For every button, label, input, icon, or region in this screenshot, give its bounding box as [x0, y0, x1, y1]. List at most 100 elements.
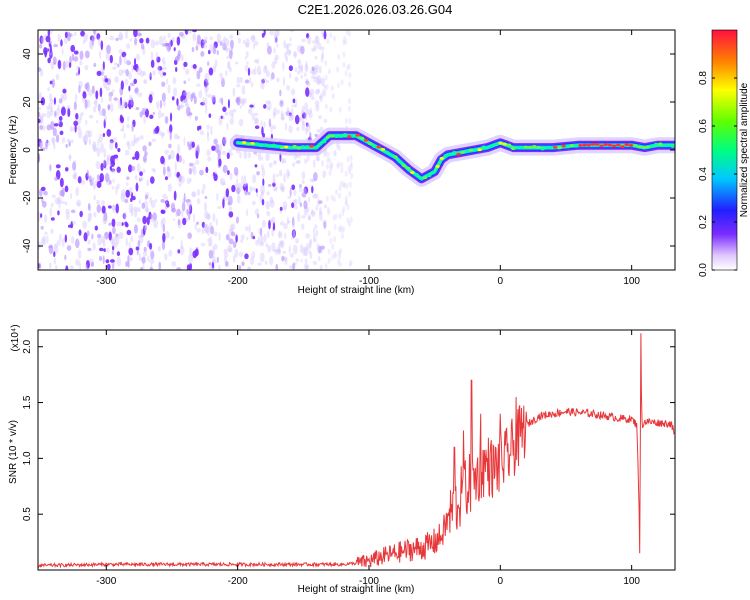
spectrogram-noise-dot — [244, 226, 249, 232]
spectrogram-noise-dot — [218, 158, 222, 167]
spectrogram-noise-dot — [176, 153, 180, 162]
signal-track-blob — [330, 134, 335, 138]
spectrogram-noise-dot — [289, 252, 295, 258]
spectrogram-noise-dot — [273, 34, 278, 44]
spectrogram-noise-dot — [269, 199, 275, 208]
spectrogram-noise-dot — [164, 149, 170, 155]
spectrogram-noise-dot — [311, 96, 315, 101]
spectrogram-noise-dot — [175, 67, 178, 72]
spectrogram-noise-dot — [277, 243, 280, 253]
spectrogram-noise-dot — [202, 44, 207, 49]
spectrogram-noise-dot — [58, 119, 61, 125]
spectrogram-noise-dot — [60, 39, 63, 47]
spectrogram-noise-dot — [207, 94, 213, 98]
spectrogram-noise-dot — [224, 70, 228, 77]
spectrogram-noise-dot — [265, 201, 271, 210]
spectrogram-noise-dot — [41, 112, 47, 118]
signal-track-blob — [569, 143, 575, 147]
spectrogram-noise-dot — [225, 38, 230, 47]
spectrogram-noise-dot — [95, 161, 101, 169]
spectrogram-noise-dot — [318, 211, 323, 221]
spectrogram-noise-dot — [220, 177, 223, 185]
spectrogram-noise-dot — [108, 179, 112, 185]
spectrogram-noise-dot — [79, 262, 82, 270]
spectrogram-noise-dot — [128, 71, 132, 80]
spectrogram-noise-dot — [241, 261, 245, 267]
spectrogram-noise-dot — [232, 87, 236, 97]
spectrogram-noise-dot — [64, 167, 69, 172]
spectrogram-noise-dot — [115, 233, 119, 237]
spectrogram-noise-dot — [282, 201, 288, 210]
spectrogram-noise-dot — [99, 50, 102, 60]
spectrogram-noise-dot — [250, 231, 254, 239]
signal-track-blob — [393, 155, 398, 159]
spectrogram-noise-dot — [266, 191, 270, 196]
spectrogram-noise-dot — [119, 96, 123, 106]
spectrogram-noise-dot — [300, 259, 303, 263]
colorbar-tick-label: 0.0 — [698, 263, 709, 277]
spectrogram-noise-dot — [119, 104, 124, 110]
spectrogram-noise-dot — [320, 53, 324, 63]
signal-track-blob — [389, 153, 394, 157]
spectrogram-noise-dot — [126, 60, 132, 66]
spectrogram-noise-dot — [286, 216, 289, 225]
spectrogram-noise-dot — [304, 72, 307, 78]
spectrogram-noise-dot — [84, 64, 89, 71]
spectrogram-noise-dot — [182, 66, 186, 70]
spectrogram-noise-dot — [329, 106, 333, 113]
spectrogram-noise-dot — [51, 194, 56, 198]
spectrogram-noise-dot — [207, 61, 210, 67]
spectrogram-noise-dot — [228, 49, 233, 60]
signal-track-blob — [326, 135, 331, 139]
signal-track-blob — [540, 147, 545, 151]
spectrogram-noise-dot — [135, 182, 139, 192]
spectrogram-noise-dot — [305, 80, 310, 85]
spectrogram-noise-dot — [227, 244, 232, 253]
spectrogram-noise-dot — [196, 34, 201, 45]
spectrogram-noise-dot — [206, 149, 211, 157]
spectrogram-noise-dot — [154, 127, 159, 134]
spectrogram-noise-dot — [98, 133, 103, 144]
spectrogram-noise-dot — [88, 212, 92, 218]
spectrogram-noise-dot — [139, 38, 144, 44]
spectrogram-noise-dot — [53, 97, 56, 105]
snr-y-axis: 0.5 1.0 1.5 2.0 — [22, 339, 675, 521]
spectrogram-noise-dot — [116, 251, 121, 257]
spectrogram-noise-dot — [110, 155, 115, 165]
signal-track-blob — [599, 144, 604, 148]
spectrogram-noise-dot — [159, 99, 163, 109]
spectrogram-noise-dot — [139, 135, 144, 140]
spectrogram-noise-dot — [40, 115, 44, 125]
spectrogram-noise-dot — [242, 183, 247, 191]
spectrogram-noise-dot — [309, 240, 312, 249]
spectrogram-noise-dot — [303, 186, 309, 195]
spectrogram-noise-dot — [311, 66, 315, 71]
colorbar-ticks: 0.0 0.2 0.4 0.6 0.8 — [698, 71, 737, 277]
signal-track-blob — [662, 144, 667, 147]
spectrogram-noise-dot — [204, 97, 208, 108]
spectrogram-noise-dot — [287, 195, 291, 200]
spectrogram-noise-dot — [73, 31, 77, 37]
spectrogram-noise-dot — [75, 112, 79, 120]
spectrogram-noise-dot — [51, 78, 55, 88]
spectrogram-noise-dot — [235, 216, 239, 224]
signal-track-blob — [586, 143, 592, 147]
spectrogram-noise-dot — [143, 246, 147, 252]
spectrogram-noise-dot — [183, 192, 186, 203]
spectrogram-noise-dot — [144, 108, 149, 118]
spectrogram-noise-dot — [60, 106, 66, 116]
spectrogram-noise-dot — [62, 88, 67, 94]
spectrogram-noise-dot — [162, 66, 167, 71]
spectrogram-noise-dot — [168, 154, 171, 160]
signal-track-blob — [670, 145, 675, 148]
spectrogram-noise-dot — [261, 156, 264, 161]
spectrogram-noise-dot — [324, 262, 328, 269]
spectrogram-noise-dot — [276, 173, 279, 178]
spectrogram-noise-dot — [162, 223, 166, 233]
spectrogram-noise-dot — [204, 223, 209, 234]
spectrogram-noise-dot — [144, 194, 148, 200]
spectrogram-noise-dot — [148, 93, 153, 104]
spectrogram-noise-dot — [134, 87, 139, 94]
spectrogram-noise-dot — [312, 40, 316, 44]
spectrogram-noise-dot — [155, 51, 158, 61]
